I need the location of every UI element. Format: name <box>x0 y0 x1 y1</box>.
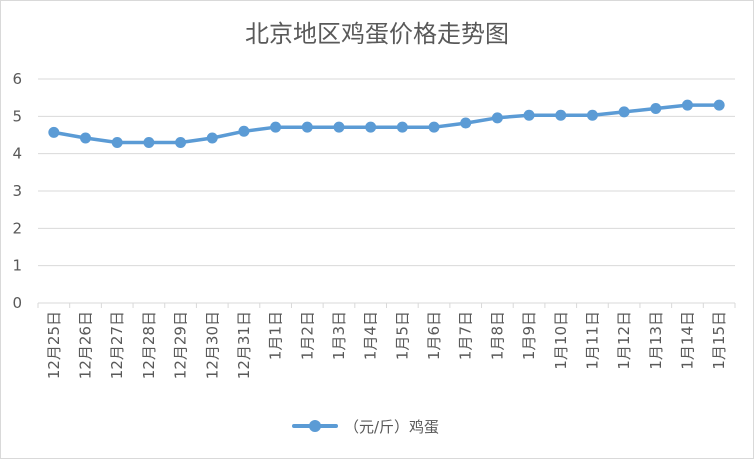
x-tick-label: 1月13日 <box>647 311 665 370</box>
y-tick-label: 3 <box>12 182 22 200</box>
data-point <box>206 132 218 144</box>
legend-marker-icon <box>309 420 321 432</box>
data-point <box>48 126 60 138</box>
x-tick-label: 1月10日 <box>552 311 570 370</box>
x-tick-label: 1月14日 <box>678 311 696 370</box>
data-point <box>396 121 408 133</box>
data-point <box>301 121 313 133</box>
y-tick-label: 1 <box>12 257 22 275</box>
x-tick-label: 1月6日 <box>425 311 443 360</box>
y-tick-label: 2 <box>12 219 22 237</box>
y-tick-label: 5 <box>12 107 22 125</box>
chart-title: 北京地区鸡蛋价格走势图 <box>245 20 509 48</box>
x-tick-label: 12月25日 <box>45 311 63 379</box>
x-tick-label: 1月5日 <box>393 311 411 360</box>
data-point <box>586 109 598 121</box>
data-point <box>270 121 282 133</box>
data-point <box>523 109 535 121</box>
gridlines <box>38 78 735 304</box>
x-tick-label: 1月11日 <box>583 311 601 370</box>
data-point <box>650 102 662 114</box>
data-point <box>175 136 187 148</box>
y-tick-label: 0 <box>12 294 22 312</box>
x-tick-label: 1月12日 <box>615 311 633 370</box>
data-point <box>238 125 250 137</box>
x-tick-label: 1月15日 <box>710 311 728 370</box>
x-tick-label: 1月3日 <box>330 311 348 360</box>
data-point <box>80 132 92 144</box>
data-point <box>333 121 345 133</box>
x-tick-label: 1月1日 <box>267 311 285 360</box>
x-tick-label: 1月7日 <box>457 311 475 360</box>
data-point <box>491 112 503 124</box>
data-point <box>555 109 567 121</box>
x-tick-label: 12月27日 <box>108 311 126 379</box>
data-point <box>713 99 725 111</box>
legend-label: （元/斤）鸡蛋 <box>344 418 439 436</box>
x-tick-label: 12月30日 <box>203 311 221 379</box>
data-point <box>143 136 155 148</box>
y-axis-ticks: 0 1 2 3 4 5 6 <box>12 70 22 312</box>
legend: （元/斤）鸡蛋 <box>292 418 439 436</box>
x-tick-label: 1月2日 <box>298 311 316 360</box>
series-layer <box>48 99 725 148</box>
y-tick-label: 4 <box>12 145 22 163</box>
x-axis-ticks: 12月25日 12月26日 12月27日 12月28日 12月29日 12月30日 12月3… <box>37 303 736 379</box>
x-tick-label: 1月8日 <box>488 311 506 360</box>
x-tick-label: 12月28日 <box>140 311 158 379</box>
series-line <box>52 103 721 145</box>
x-tick-label: 12月26日 <box>77 311 95 379</box>
data-point <box>460 117 472 129</box>
data-point <box>365 121 377 133</box>
data-point <box>681 99 693 111</box>
x-tick-label: 1月4日 <box>362 311 380 360</box>
data-point <box>428 121 440 133</box>
x-tick-label: 12月31日 <box>235 311 253 379</box>
data-point <box>111 136 123 148</box>
x-tick-label: 1月9日 <box>520 311 538 360</box>
x-tick-label: 12月29日 <box>172 311 190 379</box>
data-point <box>618 106 630 118</box>
y-tick-label: 6 <box>12 70 22 88</box>
